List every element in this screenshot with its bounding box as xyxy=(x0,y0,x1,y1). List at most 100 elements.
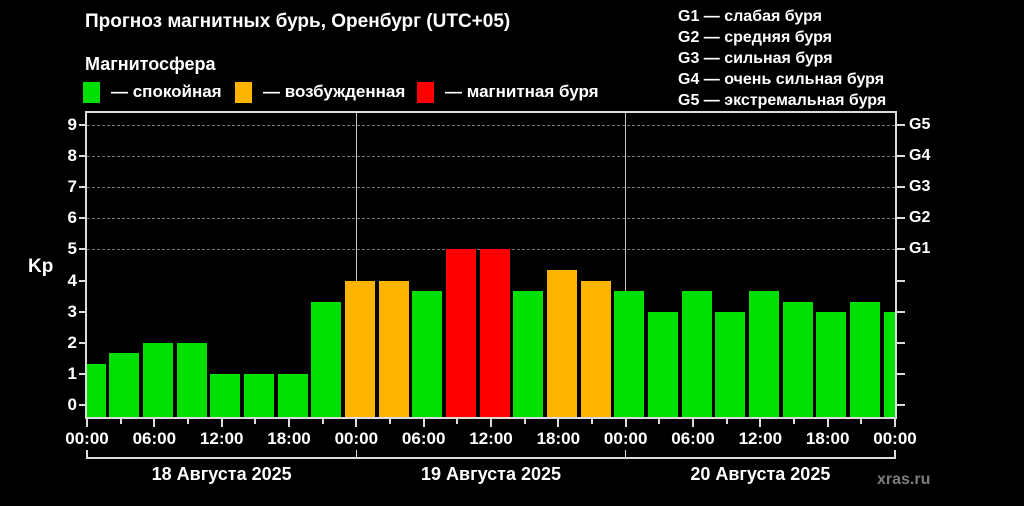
y-axis-tick-right xyxy=(897,373,905,376)
y-tick-label: 3 xyxy=(67,301,77,321)
x-tick-label: 12:00 xyxy=(199,429,244,448)
y-tick-label: 7 xyxy=(67,176,77,196)
legend-item-storm: — магнитная буря xyxy=(417,81,599,103)
g-level-label: G5 xyxy=(909,115,931,133)
excited-color-swatch xyxy=(235,81,252,103)
x-axis-major-tick xyxy=(557,419,560,427)
y-axis-tick-right xyxy=(897,154,905,157)
x-tick-label: 12:00 xyxy=(738,429,783,448)
kp-bar xyxy=(109,353,140,417)
x-axis-major-tick xyxy=(153,419,156,427)
y-axis-tick-right xyxy=(897,123,905,126)
y-tick-label: 2 xyxy=(67,333,77,353)
g-level-label: G3 xyxy=(909,177,931,195)
kp-bar xyxy=(513,290,544,417)
legend-label-storm: — магнитная буря xyxy=(445,82,599,101)
y-tick-label: 4 xyxy=(67,270,77,290)
x-axis-minor-tick xyxy=(321,419,324,424)
kp-bar xyxy=(580,280,611,417)
x-axis-major-tick xyxy=(692,419,694,427)
g-level-label: G1 xyxy=(909,240,931,258)
g-scale-line-g4: G4 — очень сильная буря xyxy=(678,71,885,88)
x-axis-minor-tick xyxy=(658,419,661,424)
x-tick-label: 06:00 xyxy=(671,429,715,448)
kp-bar xyxy=(546,270,577,417)
x-axis-major-tick xyxy=(86,419,88,427)
kp-bar xyxy=(748,290,779,417)
kp-bar xyxy=(782,301,813,417)
x-tick-label: 18:00 xyxy=(536,429,581,448)
kp-bar xyxy=(681,290,712,417)
x-axis-major-tick xyxy=(422,419,425,427)
x-axis-minor-tick xyxy=(119,419,122,424)
x-axis-minor-tick xyxy=(591,419,593,424)
x-axis-major-tick xyxy=(624,419,627,427)
kp-bar xyxy=(647,311,678,417)
storm-level-gridline xyxy=(87,186,895,188)
kp-bar xyxy=(243,374,274,417)
x-axis-minor-tick xyxy=(187,419,189,424)
day-separator-line xyxy=(624,113,627,417)
date-bracket-tick xyxy=(624,449,627,459)
y-axis-tick xyxy=(79,310,85,313)
kp-bar xyxy=(344,280,375,417)
storm-level-gridline xyxy=(87,155,895,157)
y-tick-label: 0 xyxy=(67,395,77,415)
x-tick-label: 18:00 xyxy=(267,429,311,448)
chart-subtitle: Магнитосфера xyxy=(85,54,216,74)
x-axis-major-tick xyxy=(490,419,492,427)
x-tick-label: 06:00 xyxy=(132,429,177,448)
y-axis-tick xyxy=(79,123,85,126)
kp-bar xyxy=(849,301,880,417)
g-scale-line-g3: G3 — сильная буря xyxy=(678,50,833,67)
date-label: 20 Августа 2025 xyxy=(690,464,831,484)
kp-bar xyxy=(614,290,645,417)
y-axis-tick xyxy=(79,404,85,407)
x-tick-label: 00:00 xyxy=(65,429,109,448)
x-axis-major-tick xyxy=(759,419,762,427)
x-axis-minor-tick xyxy=(456,419,459,424)
kp-bar xyxy=(715,311,746,417)
kp-bar xyxy=(142,343,173,417)
g-level-label: G4 xyxy=(909,146,931,164)
x-axis-minor-tick xyxy=(254,419,257,424)
legend-label-excited: — возбужденная xyxy=(263,82,406,101)
y-axis-tick-right xyxy=(897,310,905,313)
x-tick-label: 00:00 xyxy=(334,429,379,448)
y-axis-tick-right xyxy=(897,185,905,188)
y-axis-tick-right xyxy=(897,279,905,282)
g-scale-line-g1: G1 — слабая буря xyxy=(678,8,823,25)
x-axis-minor-tick xyxy=(793,419,795,424)
legend-item-quiet: — спокойная xyxy=(83,81,222,103)
y-axis-tick xyxy=(79,154,85,157)
x-tick-label: 18:00 xyxy=(805,429,850,448)
legend-item-excited: — возбужденная xyxy=(235,81,405,103)
day-separator-line xyxy=(355,113,358,417)
y-tick-label: 1 xyxy=(67,364,77,384)
date-label: 18 Августа 2025 xyxy=(151,464,292,484)
plot-area xyxy=(85,111,897,419)
kp-bar xyxy=(378,280,409,417)
storm-level-gridline xyxy=(87,218,895,220)
kp-bar xyxy=(479,249,510,417)
x-axis-major-tick xyxy=(355,419,358,427)
x-axis-major-tick xyxy=(826,419,829,427)
y-axis-tick-right xyxy=(897,217,905,220)
y-axis-tick xyxy=(79,373,85,376)
y-tick-label: 8 xyxy=(67,145,77,165)
y-tick-label: 9 xyxy=(67,114,77,134)
x-axis-major-tick xyxy=(894,419,896,427)
watermark-link[interactable]: xras.ru xyxy=(877,471,931,488)
kp-bar xyxy=(816,311,847,417)
kp-bar xyxy=(445,249,476,417)
y-axis-tick xyxy=(79,217,85,220)
y-axis-tick xyxy=(79,185,85,188)
storm-level-gridline xyxy=(87,124,895,126)
x-tick-label: 00:00 xyxy=(873,429,917,448)
date-bracket-tick xyxy=(355,449,358,459)
y-axis-tick-right xyxy=(897,248,905,251)
kp-bar xyxy=(883,311,895,417)
y-axis-tick-right xyxy=(897,342,905,345)
y-axis-title: Kp xyxy=(28,256,54,277)
date-bracket xyxy=(87,457,895,459)
